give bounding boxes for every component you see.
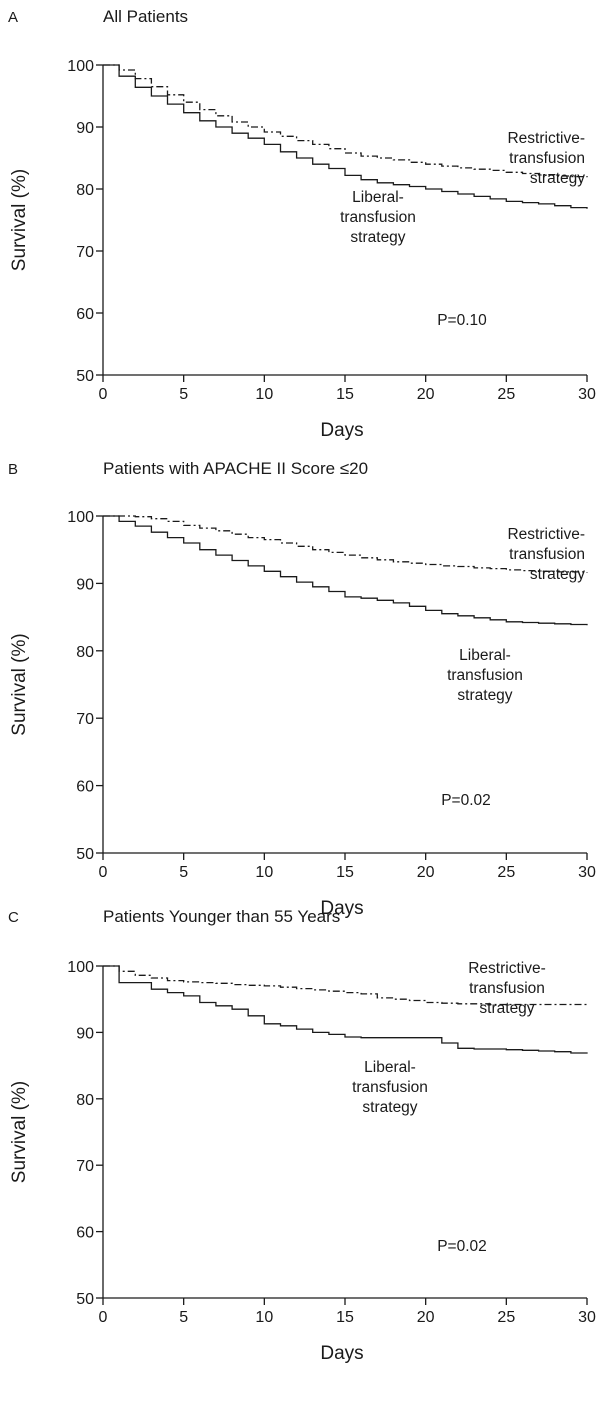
x-tick-label: 20 <box>417 1309 435 1326</box>
restrictive-label: strategy <box>530 170 585 187</box>
y-tick-label: 60 <box>76 306 94 323</box>
x-tick-label: 30 <box>578 1309 596 1326</box>
x-tick-label: 5 <box>179 1309 188 1326</box>
y-axis-title: Survival (%) <box>9 633 30 735</box>
panel-letter: C <box>8 909 19 926</box>
liberal-survival-curve <box>103 64 588 209</box>
liberal-label: Liberal- <box>459 647 511 664</box>
y-tick-label: 100 <box>67 509 94 526</box>
x-tick-label: 20 <box>417 386 435 403</box>
restrictive-label: Restrictive- <box>507 130 585 147</box>
p-value-label: P=0.02 <box>437 1238 487 1255</box>
panel-title: Patients Younger than 55 Years <box>103 907 340 926</box>
x-tick-label: 0 <box>99 386 108 403</box>
panel-c: C Patients Younger than 55 Years506070809… <box>8 907 596 1364</box>
panel-letter: A <box>8 9 18 26</box>
liberal-label: Liberal- <box>364 1059 416 1076</box>
y-tick-label: 90 <box>76 1025 94 1042</box>
y-tick-label: 100 <box>67 959 94 976</box>
restrictive-survival-curve <box>103 515 588 573</box>
x-tick-label: 25 <box>497 1309 515 1326</box>
restrictive-label: strategy <box>530 566 585 583</box>
liberal-label: strategy <box>457 687 512 704</box>
liberal-survival-curve <box>103 965 588 1054</box>
restrictive-survival-curve <box>103 64 588 178</box>
x-tick-label: 25 <box>497 386 515 403</box>
x-tick-label: 15 <box>336 386 354 403</box>
liberal-label: Liberal- <box>352 189 404 206</box>
y-tick-label: 80 <box>76 182 94 199</box>
y-axis-title: Survival (%) <box>9 169 30 271</box>
y-tick-label: 60 <box>76 779 94 796</box>
liberal-label: transfusion <box>352 1079 428 1096</box>
y-tick-label: 70 <box>76 244 94 261</box>
panel-title: All Patients <box>103 7 188 26</box>
x-tick-label: 30 <box>578 864 596 881</box>
liberal-survival-curve <box>103 515 588 626</box>
x-tick-label: 10 <box>255 864 273 881</box>
x-axis-title: Days <box>320 898 363 919</box>
panel-a: A All Patients 50 60 70 80 90 100 0 5 10 15 20 25 30 Da… <box>8 7 596 441</box>
liberal-label: transfusion <box>340 209 416 226</box>
liberal-label: strategy <box>350 229 405 246</box>
restrictive-label: Restrictive- <box>468 960 546 977</box>
restrictive-survival-curve <box>103 965 587 1006</box>
x-tick-label: 10 <box>255 386 273 403</box>
y-tick-label: 50 <box>76 368 94 385</box>
y-tick-label: 50 <box>76 846 94 863</box>
x-tick-label: 25 <box>497 864 515 881</box>
y-tick-label: 100 <box>67 58 94 75</box>
y-tick-label: 70 <box>76 1158 94 1175</box>
x-tick-label: 15 <box>336 864 354 881</box>
y-tick-label: 60 <box>76 1225 94 1242</box>
y-tick-label: 80 <box>76 1092 94 1109</box>
x-tick-label: 20 <box>417 864 435 881</box>
x-tick-label: 5 <box>179 864 188 881</box>
panel-title: Patients with APACHE II Score ≤20 <box>103 459 368 478</box>
x-tick-label: 30 <box>578 386 596 403</box>
restrictive-label: Restrictive- <box>507 526 585 543</box>
x-tick-label: 5 <box>179 386 188 403</box>
panel-letter: B <box>8 461 18 478</box>
y-tick-label: 70 <box>76 711 94 728</box>
y-tick-label: 90 <box>76 120 94 137</box>
panel-b: B Patients with APACHE II Score ≤20506070… <box>8 459 596 919</box>
x-tick-label: 0 <box>99 864 108 881</box>
p-value-label: P=0.02 <box>441 792 491 809</box>
y-tick-label: 90 <box>76 576 94 593</box>
y-tick-label: 80 <box>76 644 94 661</box>
y-tick-label: 50 <box>76 1291 94 1308</box>
x-axis-title: Days <box>320 420 363 441</box>
y-axis-title: Survival (%) <box>9 1081 30 1183</box>
x-tick-label: 10 <box>255 1309 273 1326</box>
x-tick-label: 0 <box>99 1309 108 1326</box>
x-axis-title: Days <box>320 1343 363 1364</box>
restrictive-label: transfusion <box>469 980 545 997</box>
liberal-label: transfusion <box>447 667 523 684</box>
liberal-label: strategy <box>362 1099 417 1116</box>
p-value-label: P=0.10 <box>437 312 487 329</box>
x-tick-label: 15 <box>336 1309 354 1326</box>
restrictive-label: transfusion <box>509 546 585 563</box>
restrictive-label: transfusion <box>509 150 585 167</box>
restrictive-label: strategy <box>479 1000 534 1017</box>
